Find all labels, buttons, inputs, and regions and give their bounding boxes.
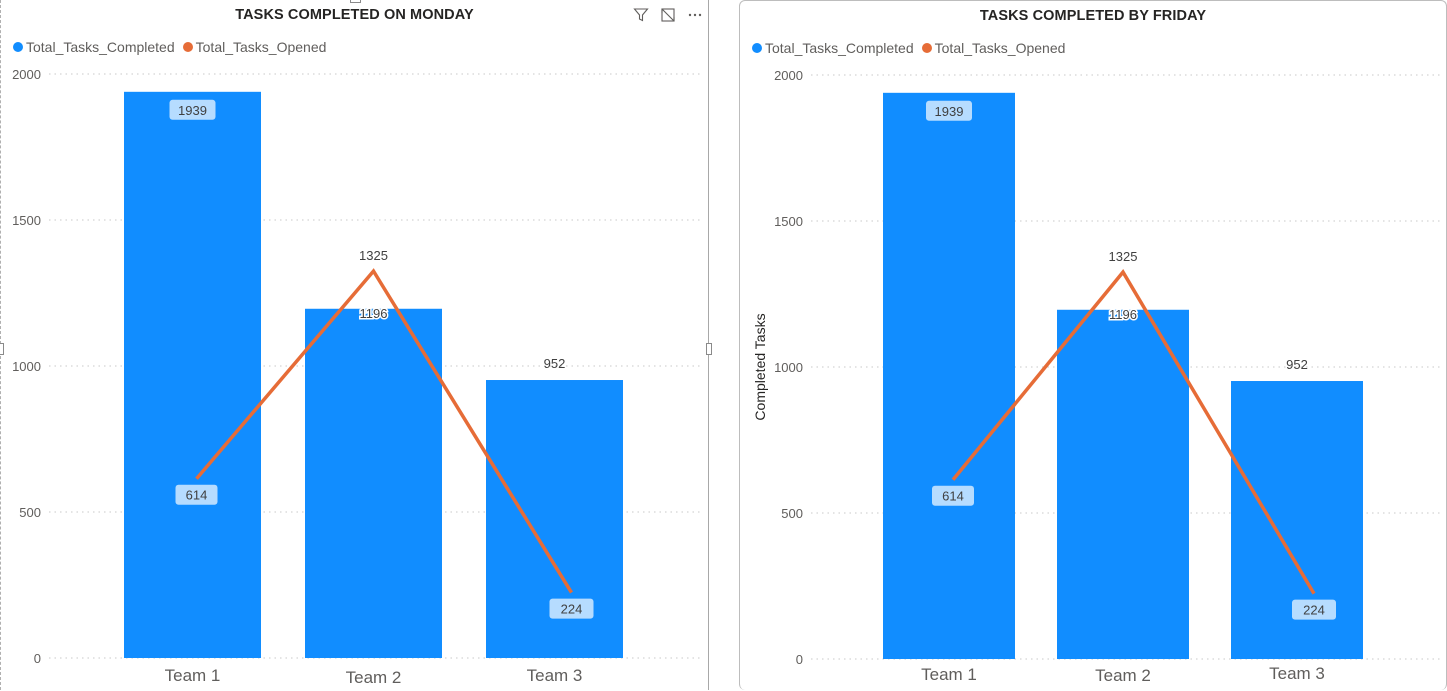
y-tick-label: 1000 bbox=[12, 359, 41, 374]
chart-legend: Total_Tasks_Completed Total_Tasks_Opened bbox=[13, 39, 334, 55]
visual-header-icons bbox=[632, 6, 704, 24]
data-label-completed: 1939 bbox=[178, 103, 207, 118]
bar bbox=[883, 92, 1015, 659]
legend-item-completed[interactable]: Total_Tasks_Completed bbox=[752, 40, 914, 56]
bar bbox=[1057, 309, 1189, 659]
y-tick-label: 0 bbox=[34, 651, 41, 666]
x-tick-label: Team 2 bbox=[346, 668, 402, 687]
series-line-opened bbox=[195, 268, 573, 594]
legend-marker-completed bbox=[752, 43, 762, 53]
data-label-opened: 224 bbox=[561, 602, 583, 617]
y-tick-label: 0 bbox=[796, 652, 803, 667]
legend-marker-completed bbox=[13, 42, 23, 52]
more-options-icon[interactable] bbox=[686, 6, 704, 24]
legend-item-opened[interactable]: Total_Tasks_Opened bbox=[921, 40, 1066, 56]
y-tick-label: 500 bbox=[19, 505, 41, 520]
legend-label-completed: Total_Tasks_Completed bbox=[765, 40, 914, 56]
legend-label-completed: Total_Tasks_Completed bbox=[26, 39, 175, 55]
chart-visual-friday[interactable]: TASKS COMPLETED BY FRIDAY Total_Tasks_Co… bbox=[739, 0, 1447, 690]
legend-item-opened[interactable]: Total_Tasks_Opened bbox=[182, 39, 327, 55]
data-label-opened: 614 bbox=[942, 489, 964, 504]
chart-title: TASKS COMPLETED BY FRIDAY bbox=[979, 8, 1207, 24]
data-label-completed: 1939 bbox=[935, 104, 964, 119]
x-tick-label: Team 1 bbox=[921, 665, 977, 684]
x-tick-label: Team 3 bbox=[1269, 664, 1325, 683]
focus-mode-icon[interactable] bbox=[659, 6, 677, 24]
bar bbox=[305, 308, 442, 658]
y-axis-title: Completed Tasks bbox=[752, 313, 768, 420]
data-label-box bbox=[1292, 599, 1336, 620]
y-tick-label: 1500 bbox=[774, 214, 803, 229]
chart-title: TASKS COMPLETED ON MONDAY bbox=[235, 7, 474, 23]
filter-icon[interactable] bbox=[632, 6, 650, 24]
data-label-box bbox=[926, 100, 972, 121]
legend-label-opened: Total_Tasks_Opened bbox=[934, 40, 1066, 56]
y-tick-label: 2000 bbox=[12, 67, 41, 82]
x-tick-label: Team 1 bbox=[165, 666, 221, 685]
legend-marker-opened bbox=[921, 43, 932, 53]
resize-handle-left[interactable] bbox=[0, 343, 4, 355]
data-label-opened: 614 bbox=[186, 488, 208, 503]
y-tick-label: 1000 bbox=[774, 360, 803, 375]
chart-visual-monday[interactable]: TASKS COMPLETED ON MONDAY Total_Tasks_Co… bbox=[0, 0, 712, 690]
data-label-box bbox=[549, 598, 594, 619]
legend-item-completed[interactable]: Total_Tasks_Completed bbox=[13, 39, 175, 55]
x-tick-label: Team 2 bbox=[1095, 666, 1151, 685]
resize-handle-top[interactable] bbox=[350, 0, 361, 3]
chart-plot-friday: 0 500 1000 1500 2000 Completed Tasks 1939 1196 9… bbox=[752, 68, 1441, 685]
data-label-completed: 1196 bbox=[1109, 307, 1137, 322]
data-label-box bbox=[932, 485, 974, 506]
data-label-completed: 952 bbox=[1286, 357, 1308, 372]
x-tick-label: Team 3 bbox=[527, 666, 583, 685]
y-tick-label: 2000 bbox=[774, 68, 803, 83]
data-label-opened: 1325 bbox=[1109, 249, 1138, 264]
legend-label-opened: Total_Tasks_Opened bbox=[195, 39, 327, 55]
data-label-completed: 1196 bbox=[360, 306, 388, 321]
data-label-opened: 224 bbox=[1303, 603, 1325, 618]
legend-marker-opened bbox=[182, 42, 193, 52]
y-tick-label: 500 bbox=[781, 506, 803, 521]
series-line-opened bbox=[951, 269, 1316, 595]
data-label-box bbox=[169, 99, 216, 120]
chart-legend: Total_Tasks_Completed Total_Tasks_Opened bbox=[752, 40, 1073, 56]
bar bbox=[124, 91, 261, 658]
data-label-opened: 1325 bbox=[359, 248, 388, 263]
data-label-box bbox=[175, 484, 218, 505]
data-label-completed: 952 bbox=[544, 356, 566, 371]
y-tick-label: 1500 bbox=[12, 213, 41, 228]
resize-handle-right[interactable] bbox=[706, 343, 712, 355]
chart-plot-monday: 0 500 1000 1500 2000 1939 1196 952 614 1325 224 Tea… bbox=[12, 67, 701, 687]
